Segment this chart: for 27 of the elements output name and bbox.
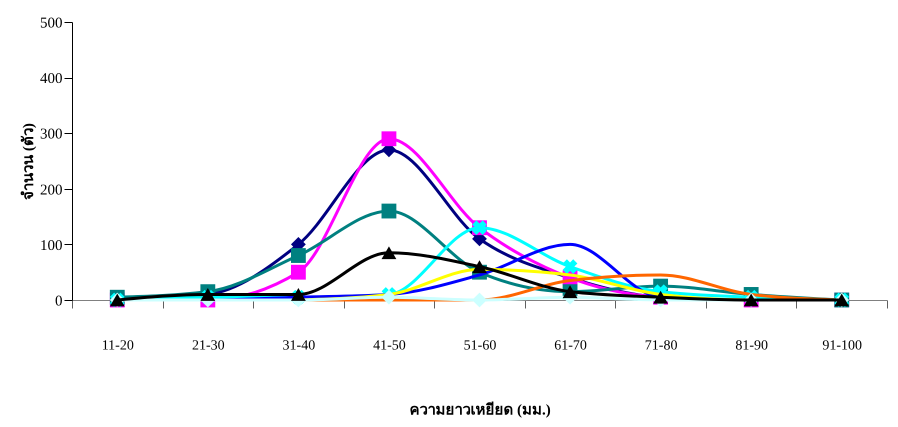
y-tick-label: 0 [55, 294, 62, 310]
point [472, 292, 487, 308]
point [562, 259, 578, 274]
point [472, 260, 487, 274]
point [290, 288, 306, 301]
x-tick-label: 51-60 [464, 338, 496, 354]
y-tick-label: 400 [40, 71, 62, 88]
point [290, 248, 306, 263]
x-tick-label: 71-80 [644, 338, 678, 354]
x-tick-label: 91-100 [822, 338, 862, 354]
x-tick-label: 81-90 [735, 338, 768, 354]
point [382, 246, 396, 260]
point [290, 264, 306, 280]
y-tick-label: 100 [40, 238, 62, 254]
y-tick-label: 200 [40, 182, 62, 198]
point [382, 290, 396, 305]
x-axis-title: ความยาวเหยียด (มม.) [409, 402, 551, 418]
point [382, 204, 396, 218]
x-tick-label: 61-70 [554, 338, 587, 354]
x-tick-label: 21-30 [192, 338, 225, 354]
y-axis-title: จำนวน (ตัว) [20, 123, 37, 200]
x-tick-label: 41-50 [373, 338, 406, 354]
y-tick-label: 300 [40, 126, 62, 143]
point [382, 131, 396, 146]
x-tick-label: 31-40 [282, 338, 316, 354]
x-tick-label: 11-20 [102, 338, 134, 354]
y-tick-label: 500 [40, 16, 62, 32]
